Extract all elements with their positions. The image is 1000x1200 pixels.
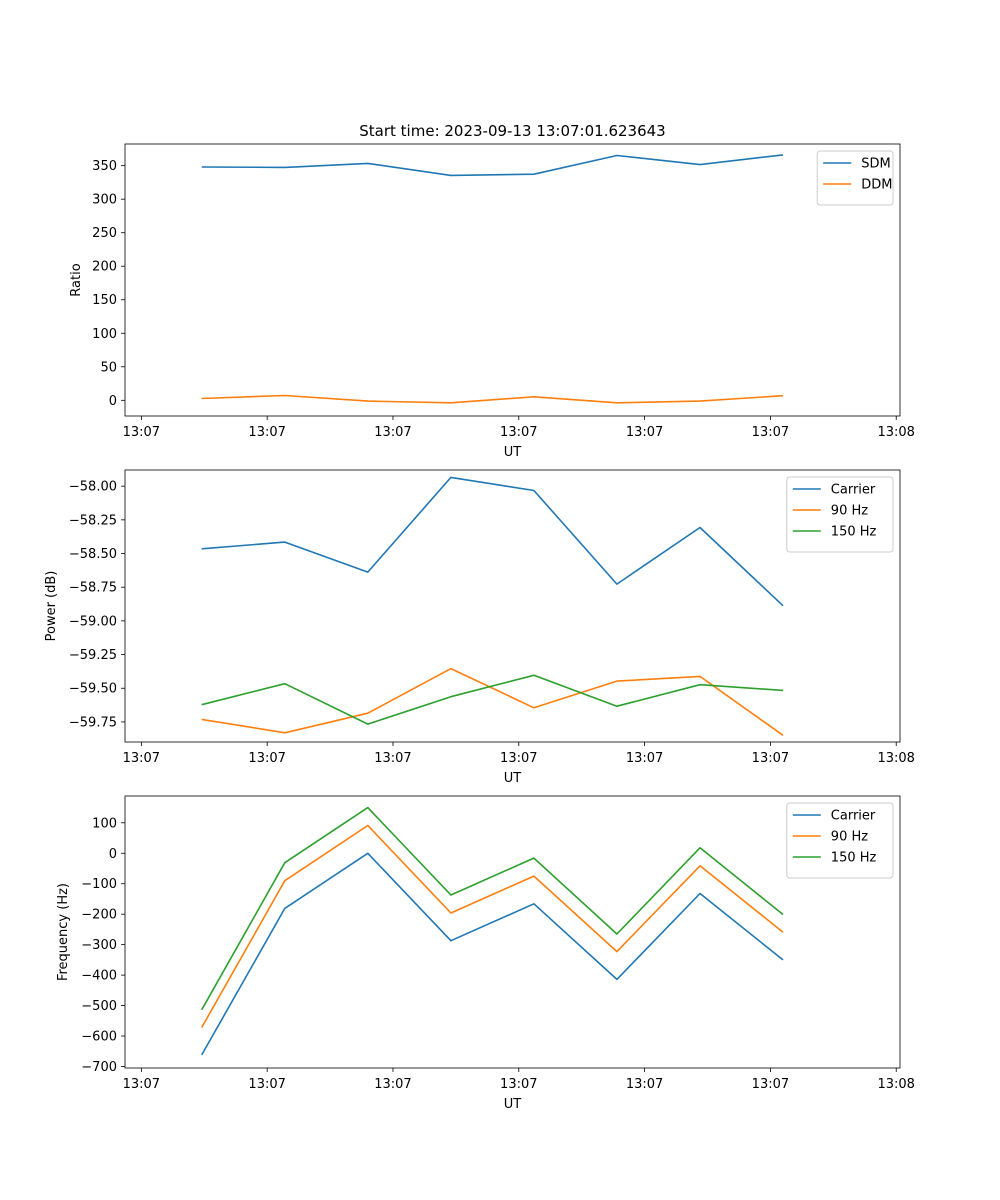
axes-frame	[124, 143, 901, 417]
axes-frame	[124, 795, 901, 1069]
x-tick-label: 13:07	[626, 1077, 663, 1092]
y-tick-label: 200	[92, 260, 117, 275]
y-axis-label: Ratio	[69, 263, 84, 296]
x-tick-label: 13:07	[123, 751, 160, 766]
y-tick-label: 50	[100, 360, 117, 375]
axes-ratio: 13:07 13:07 13:07 13:07 13:07 13:07 13:08 UT 0 50…	[69, 143, 915, 460]
x-tick-label: 13:07	[374, 751, 411, 766]
x-tick-label: 13:07	[500, 751, 537, 766]
y-tick-label: −58.00	[69, 480, 117, 495]
x-axis-label: UT	[504, 445, 522, 460]
y-tick-label: −59.50	[69, 682, 117, 697]
legend: SDM DDM	[816, 150, 894, 206]
y-tick-label: −58.50	[69, 547, 117, 562]
legend: Carrier 90 Hz 150 Hz	[786, 476, 894, 553]
x-tick-label: 13:07	[248, 751, 285, 766]
x-tick-label: 13:07	[500, 425, 537, 440]
legend-box	[786, 802, 894, 879]
legend-label: Carrier	[831, 483, 876, 498]
y-tick-label: −400	[81, 969, 117, 984]
legend-box	[816, 150, 894, 206]
y-tick-label: 100	[92, 816, 117, 831]
x-tick-label: 13:07	[374, 425, 411, 440]
x-tick-label: 13:07	[248, 1077, 285, 1092]
y-tick-label: −200	[81, 908, 117, 923]
axes-power: 13:07 13:07 13:07 13:07 13:07 13:07 13:08 UT −59…	[44, 469, 915, 786]
y-tick-label: 100	[92, 327, 117, 342]
y-tick-label: 250	[92, 226, 117, 241]
legend-label: 150 Hz	[831, 851, 877, 866]
y-axis-label: Frequency (Hz)	[56, 883, 71, 981]
plot-area	[125, 144, 900, 416]
y-axis-label: Power (dB)	[44, 571, 59, 642]
series-line-90-hz	[201, 667, 784, 736]
series-line-carrier	[201, 852, 784, 1056]
legend-label: 90 Hz	[831, 830, 868, 845]
y-tick-label: −59.75	[69, 715, 117, 730]
x-tick-label: 13:07	[752, 751, 789, 766]
y-tick-label: 0	[109, 394, 117, 409]
series-line-ddm	[201, 394, 784, 404]
legend: Carrier 90 Hz 150 Hz	[786, 802, 894, 879]
y-tick-label: −700	[81, 1060, 117, 1075]
y-tick-label: −59.25	[69, 648, 117, 663]
series-line-carrier	[201, 476, 784, 607]
x-tick-label: 13:07	[248, 425, 285, 440]
y-tick-label: −300	[81, 938, 117, 953]
y-tick-label: 0	[109, 847, 117, 862]
y-tick-label: −500	[81, 999, 117, 1014]
y-tick-label: −59.00	[69, 614, 117, 629]
x-tick-label: 13:07	[626, 751, 663, 766]
legend-label: 90 Hz	[831, 504, 868, 519]
x-tick-label: 13:08	[877, 751, 914, 766]
x-tick-label: 13:08	[877, 1077, 914, 1092]
series-line-sdm	[201, 154, 784, 177]
y-tick-label: −58.75	[69, 581, 117, 596]
y-tick-label: 150	[92, 293, 117, 308]
x-tick-label: 13:07	[752, 425, 789, 440]
x-tick-label: 13:07	[626, 425, 663, 440]
x-tick-label: 13:07	[123, 425, 160, 440]
series-line-90-hz	[201, 824, 784, 1028]
series-line-150-hz	[201, 806, 784, 1011]
x-tick-label: 13:07	[374, 1077, 411, 1092]
legend-label: Carrier	[831, 809, 876, 824]
legend-box	[786, 476, 894, 553]
plot-area	[125, 796, 900, 1068]
x-tick-label: 13:07	[752, 1077, 789, 1092]
figure-title: Start time: 2023-09-13 13:07:01.623643	[359, 122, 665, 140]
y-tick-label: 350	[92, 159, 117, 174]
x-axis-label: UT	[504, 1097, 522, 1112]
axes-frequency: 13:07 13:07 13:07 13:07 13:07 13:07 13:08 UT −70…	[56, 795, 915, 1112]
axes-frame	[124, 469, 901, 743]
legend-label: DDM	[861, 178, 892, 193]
plot-area	[125, 470, 900, 742]
x-tick-label: 13:08	[877, 425, 914, 440]
series-line-150-hz	[201, 674, 784, 725]
y-tick-label: −600	[81, 1030, 117, 1045]
legend-label: SDM	[861, 157, 890, 172]
y-tick-label: 300	[92, 193, 117, 208]
y-tick-label: −58.25	[69, 513, 117, 528]
x-tick-label: 13:07	[123, 1077, 160, 1092]
y-tick-label: −100	[81, 877, 117, 892]
x-axis-label: UT	[504, 771, 522, 786]
x-tick-label: 13:07	[500, 1077, 537, 1092]
legend-label: 150 Hz	[831, 525, 877, 540]
